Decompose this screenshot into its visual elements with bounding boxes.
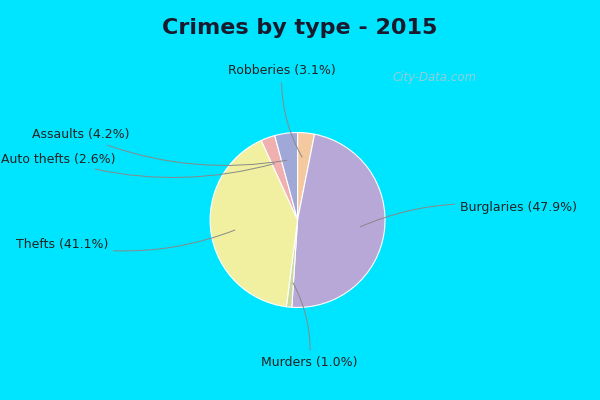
Wedge shape bbox=[210, 140, 298, 307]
Text: Assaults (4.2%): Assaults (4.2%) bbox=[32, 128, 287, 166]
Text: Auto thefts (2.6%): Auto thefts (2.6%) bbox=[1, 153, 274, 178]
Wedge shape bbox=[298, 132, 314, 220]
Text: Crimes by type - 2015: Crimes by type - 2015 bbox=[163, 18, 437, 38]
Wedge shape bbox=[286, 220, 298, 307]
Wedge shape bbox=[261, 136, 298, 220]
Wedge shape bbox=[292, 134, 385, 308]
Wedge shape bbox=[275, 132, 298, 220]
Text: Murders (1.0%): Murders (1.0%) bbox=[262, 283, 358, 369]
Text: Robberies (3.1%): Robberies (3.1%) bbox=[228, 64, 335, 157]
Text: Burglaries (47.9%): Burglaries (47.9%) bbox=[361, 201, 577, 227]
Text: Thefts (41.1%): Thefts (41.1%) bbox=[16, 230, 235, 251]
Text: City-Data.com: City-Data.com bbox=[392, 70, 476, 84]
